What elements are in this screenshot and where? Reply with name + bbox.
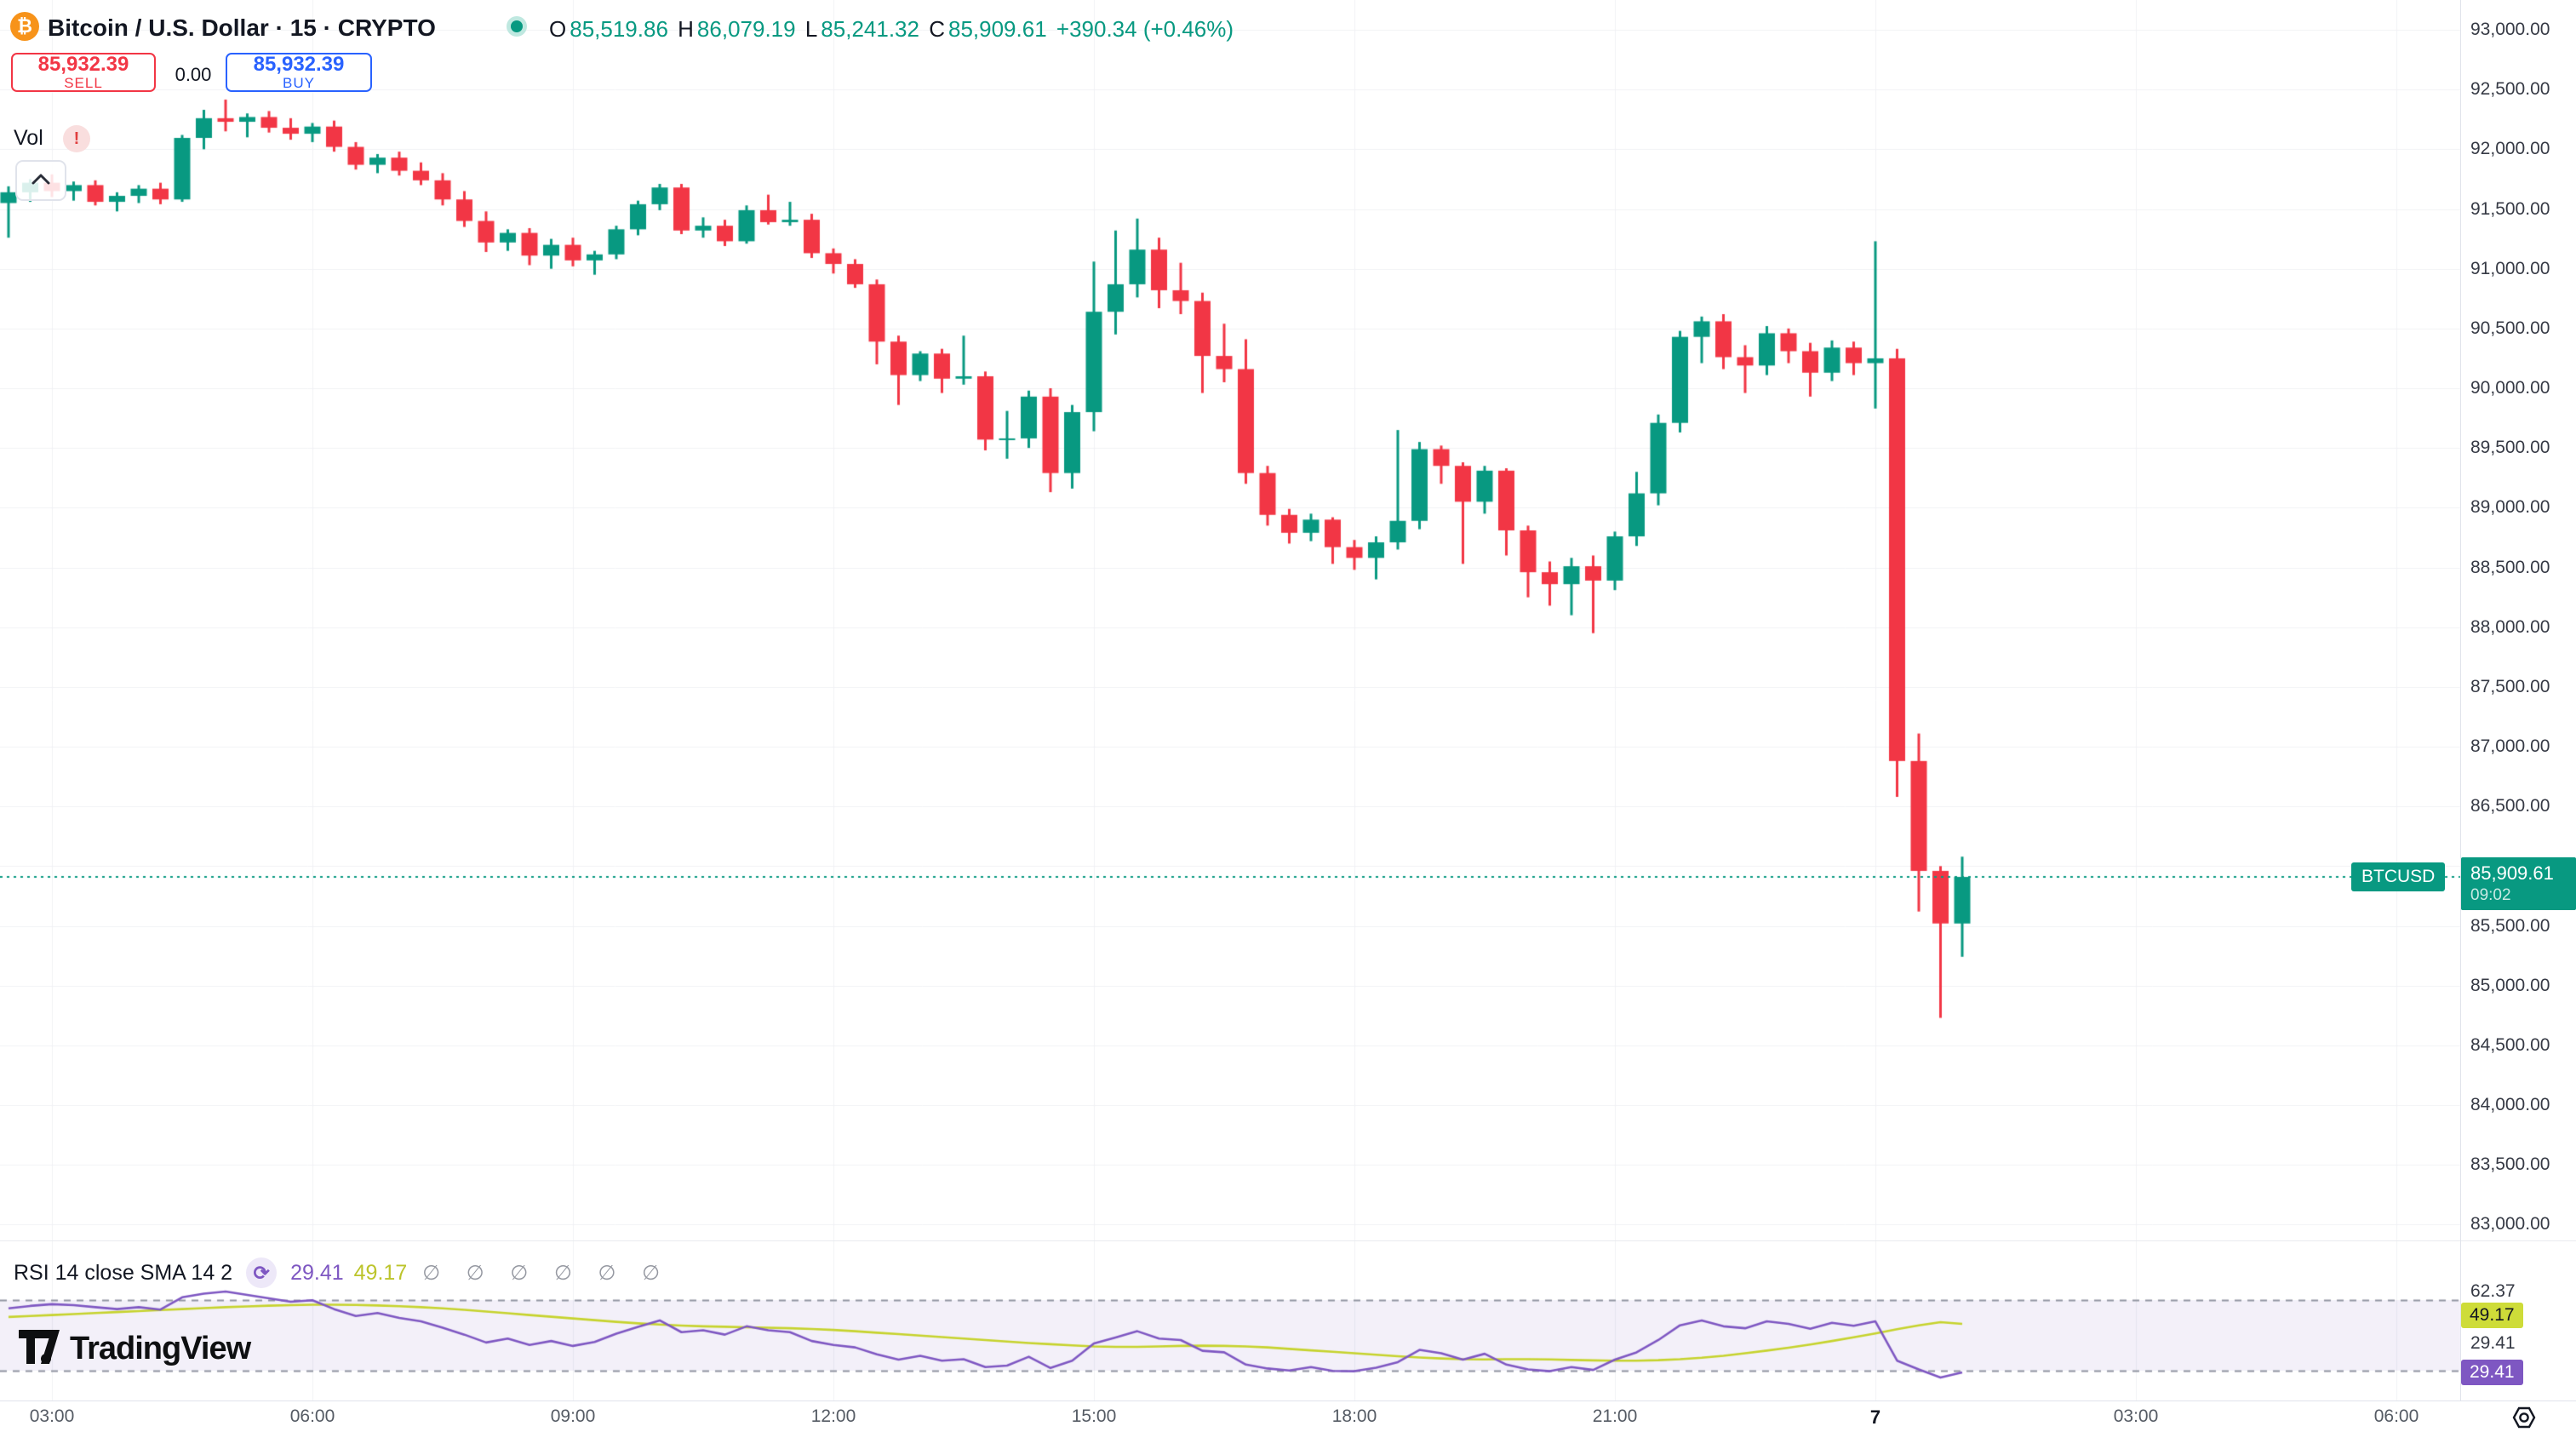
- sell-button[interactable]: 85,932.39 SELL: [11, 53, 156, 92]
- warning-icon[interactable]: !: [63, 125, 90, 152]
- rsi-axis-label: 62.37: [2470, 1281, 2516, 1301]
- time-axis-label: 21:00: [1592, 1406, 1638, 1426]
- price-axis-label: 92,000.00: [2470, 139, 2550, 159]
- price-axis-label: 89,500.00: [2470, 438, 2550, 458]
- refresh-icon[interactable]: ⟳: [246, 1257, 278, 1288]
- time-axis-label: 06:00: [2373, 1406, 2419, 1426]
- volume-study-label[interactable]: Vol: [14, 126, 43, 150]
- rsi-axis-label: 29.41: [2470, 1333, 2516, 1353]
- time-axis-label: 12:00: [810, 1406, 856, 1426]
- ohlc-o-label: O: [549, 16, 567, 42]
- price-axis-label: 93,000.00: [2470, 20, 2550, 39]
- buy-label: BUY: [283, 74, 315, 91]
- price-axis-label: 90,000.00: [2470, 378, 2550, 398]
- ohlc-l-label: L: [804, 16, 818, 42]
- time-axis-label: 03:00: [2113, 1406, 2159, 1426]
- price-axis-label: 92,500.00: [2470, 79, 2550, 100]
- time-axis-label: 18:00: [1331, 1406, 1377, 1426]
- tradingview-logo-icon: [19, 1330, 60, 1368]
- buy-button[interactable]: 85,932.39 BUY: [226, 53, 372, 92]
- price-axis-label: 91,500.00: [2470, 198, 2550, 219]
- ohlc-h-label: H: [678, 16, 694, 42]
- price-axis-border: [2460, 0, 2461, 1400]
- current-price-value: 85,909.61: [2470, 862, 2554, 885]
- rsi-sma-current-value: 49.17: [353, 1260, 408, 1285]
- price-axis-label: 85,500.00: [2470, 915, 2550, 936]
- price-axis-label: 88,500.00: [2470, 557, 2550, 577]
- price-axis-label: 89,000.00: [2470, 497, 2550, 518]
- time-axis-label: 03:00: [29, 1406, 75, 1426]
- time-axis-border: [0, 1400, 2576, 1401]
- empty-value-slots: ∅ ∅ ∅ ∅ ∅ ∅: [422, 1261, 670, 1285]
- current-price-badge: 85,909.61 09:02: [2461, 857, 2576, 910]
- tradingview-logo-text: TradingView: [70, 1331, 251, 1366]
- tradingview-logo[interactable]: TradingView: [19, 1330, 251, 1368]
- ohlc-l-value: 85,241.32: [821, 16, 919, 42]
- ohlc-o-value: 85,519.86: [570, 16, 668, 42]
- price-axis-label: 85,000.00: [2470, 975, 2550, 995]
- price-axis-label: 87,500.00: [2470, 676, 2550, 696]
- bar-countdown: 09:02: [2470, 885, 2511, 904]
- gear-icon[interactable]: [2511, 1405, 2537, 1430]
- sell-label: SELL: [64, 74, 103, 91]
- buy-price: 85,932.39: [253, 53, 345, 77]
- price-axis-label: 90,500.00: [2470, 318, 2550, 338]
- rsi-legend-title[interactable]: RSI 14 close SMA 14 2: [14, 1260, 233, 1285]
- price-axis-label: 83,500.00: [2470, 1154, 2550, 1175]
- symbol-title[interactable]: Bitcoin / U.S. Dollar · 15 · CRYPTO: [48, 14, 436, 41]
- rsi-axis-badge: 49.17: [2461, 1303, 2523, 1328]
- ohlc-change: +390.34 (+0.46%): [1056, 16, 1234, 42]
- time-axis-label: 09:00: [550, 1406, 596, 1426]
- price-axis-label: 91,000.00: [2470, 258, 2550, 278]
- time-axis-label: 7: [1869, 1406, 1881, 1428]
- ohlc-readout: O 85,519.86 H 86,079.19 L 85,241.32 C 85,909…: [549, 16, 1237, 43]
- time-axis-label: 15:00: [1071, 1406, 1117, 1426]
- price-axis-label: 86,500.00: [2470, 796, 2550, 816]
- spread-value: 0.00: [175, 64, 212, 85]
- rsi-axis-badge: 29.41: [2461, 1360, 2523, 1385]
- time-axis-label: 06:00: [289, 1406, 335, 1426]
- chevron-up-icon: [31, 172, 51, 190]
- rsi-legend: RSI 14 close SMA 14 2 ⟳ 29.41 49.17 ∅ ∅ …: [14, 1257, 670, 1288]
- bitcoin-icon: ₿: [10, 12, 39, 41]
- price-axis-label: 83,000.00: [2470, 1214, 2550, 1234]
- ohlc-c-value: 85,909.61: [947, 16, 1047, 42]
- collapse-legend-button[interactable]: [15, 160, 66, 201]
- sell-price: 85,932.39: [37, 53, 129, 77]
- price-axis-label: 87,000.00: [2470, 736, 2550, 756]
- market-status-dot[interactable]: [511, 20, 523, 32]
- ohlc-c-label: C: [929, 16, 945, 42]
- price-axis-label: 88,000.00: [2470, 616, 2550, 637]
- price-axis-label: 84,500.00: [2470, 1034, 2550, 1055]
- price-axis-label: 84,000.00: [2470, 1095, 2550, 1114]
- rsi-current-value: 29.41: [290, 1260, 344, 1285]
- pane-divider[interactable]: [0, 1240, 2576, 1241]
- ohlc-h-value: 86,079.19: [696, 16, 796, 42]
- symbol-price-tag: BTCUSD: [2351, 862, 2446, 892]
